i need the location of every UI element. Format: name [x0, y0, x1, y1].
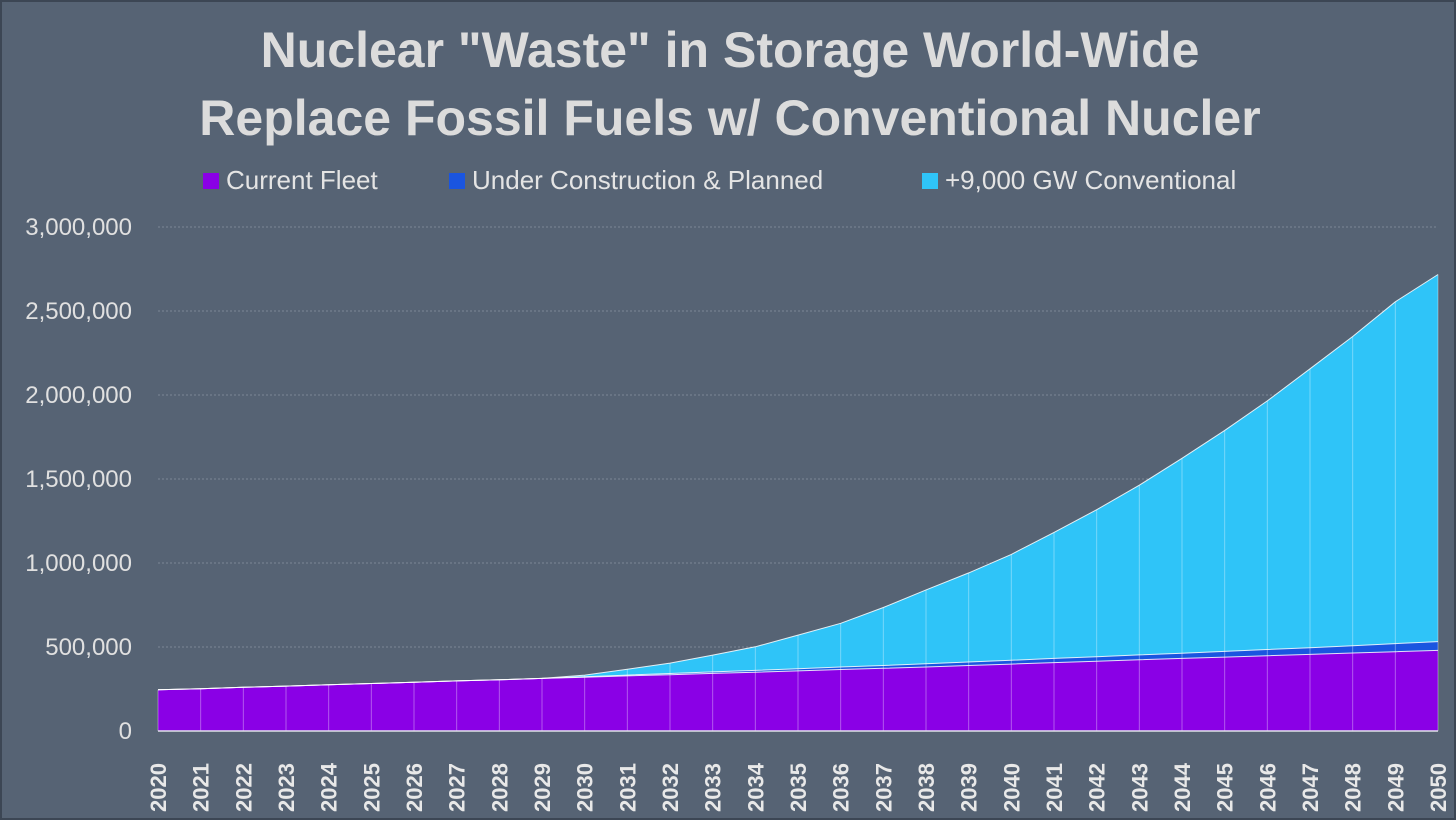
x-tick-label: 2025 [359, 763, 384, 812]
area-series-2 [158, 274, 1438, 690]
legend-label-conventional: +9,000 GW Conventional [945, 165, 1236, 195]
x-tick-label: 2043 [1127, 763, 1152, 812]
x-tick-label: 2037 [871, 763, 896, 812]
x-tick-label: 2024 [317, 762, 342, 812]
x-tick-label: 2045 [1213, 763, 1238, 812]
legend-item-under-construction: Under Construction & Planned [449, 165, 823, 195]
x-tick-label: 2029 [530, 763, 555, 812]
x-tick-label: 2050 [1426, 763, 1451, 812]
x-tick-label: 2035 [786, 763, 811, 812]
x-tick-label: 2041 [1042, 763, 1067, 812]
chart-column-dividers [157, 274, 1439, 731]
x-tick-label: 2021 [189, 763, 214, 812]
x-tick-label: 2042 [1085, 763, 1110, 812]
x-tick-label: 2027 [445, 763, 470, 812]
x-tick-label: 2033 [701, 763, 726, 812]
chart-subtitle: Replace Fossil Fuels w/ Conventional Nuc… [199, 90, 1260, 146]
legend-item-current-fleet: Current Fleet [203, 165, 378, 195]
x-tick-label: 2022 [231, 763, 256, 812]
x-axis: 2020 2021 2022 2023 2024 2025 2026 2027 2028 2029… [146, 730, 1451, 812]
legend-item-conventional: +9,000 GW Conventional [922, 165, 1236, 195]
y-tick-label: 2,500,000 [25, 298, 132, 325]
y-tick-label: 1,500,000 [25, 466, 132, 493]
x-tick-label: 2039 [957, 763, 982, 812]
x-tick-label: 2032 [658, 763, 683, 812]
legend-swatch-current-fleet [203, 173, 219, 189]
x-tick-label: 2040 [999, 763, 1024, 812]
x-tick-label: 2038 [914, 763, 939, 812]
series-line-2 [157, 274, 1439, 691]
y-tick-label: 2,000,000 [25, 382, 132, 409]
chart-title: Nuclear "Waste" in Storage World-Wide [261, 22, 1200, 78]
x-tick-label: 2034 [743, 762, 768, 812]
x-tick-label: 2026 [402, 763, 427, 812]
chart-legend: Current Fleet Under Construction & Plann… [203, 165, 1236, 195]
y-tick-label: 0 [119, 718, 132, 745]
chart-areas [157, 274, 1439, 731]
x-tick-label: 2030 [573, 763, 598, 812]
x-tick-label: 2036 [829, 763, 854, 812]
x-tick-label: 2048 [1341, 763, 1366, 812]
y-axis: 0 500,000 1,000,000 1,500,000 2,000,000 2,500… [25, 214, 132, 745]
area-series-0 [158, 650, 1438, 731]
legend-label-current-fleet: Current Fleet [226, 165, 378, 195]
y-tick-label: 500,000 [45, 634, 132, 661]
x-tick-label: 2044 [1170, 762, 1195, 812]
x-tick-label: 2031 [615, 763, 640, 812]
x-tick-label: 2049 [1383, 763, 1408, 812]
y-tick-label: 3,000,000 [25, 214, 132, 241]
x-tick-label: 2020 [146, 763, 171, 812]
legend-swatch-under-construction [449, 173, 465, 189]
x-tick-label: 2047 [1298, 763, 1323, 812]
x-tick-label: 2023 [274, 763, 299, 812]
legend-swatch-conventional [922, 173, 938, 189]
x-tick-label: 2028 [487, 763, 512, 812]
y-tick-label: 1,000,000 [25, 550, 132, 577]
x-tick-label: 2046 [1255, 763, 1280, 812]
legend-label-under-construction: Under Construction & Planned [472, 165, 823, 195]
